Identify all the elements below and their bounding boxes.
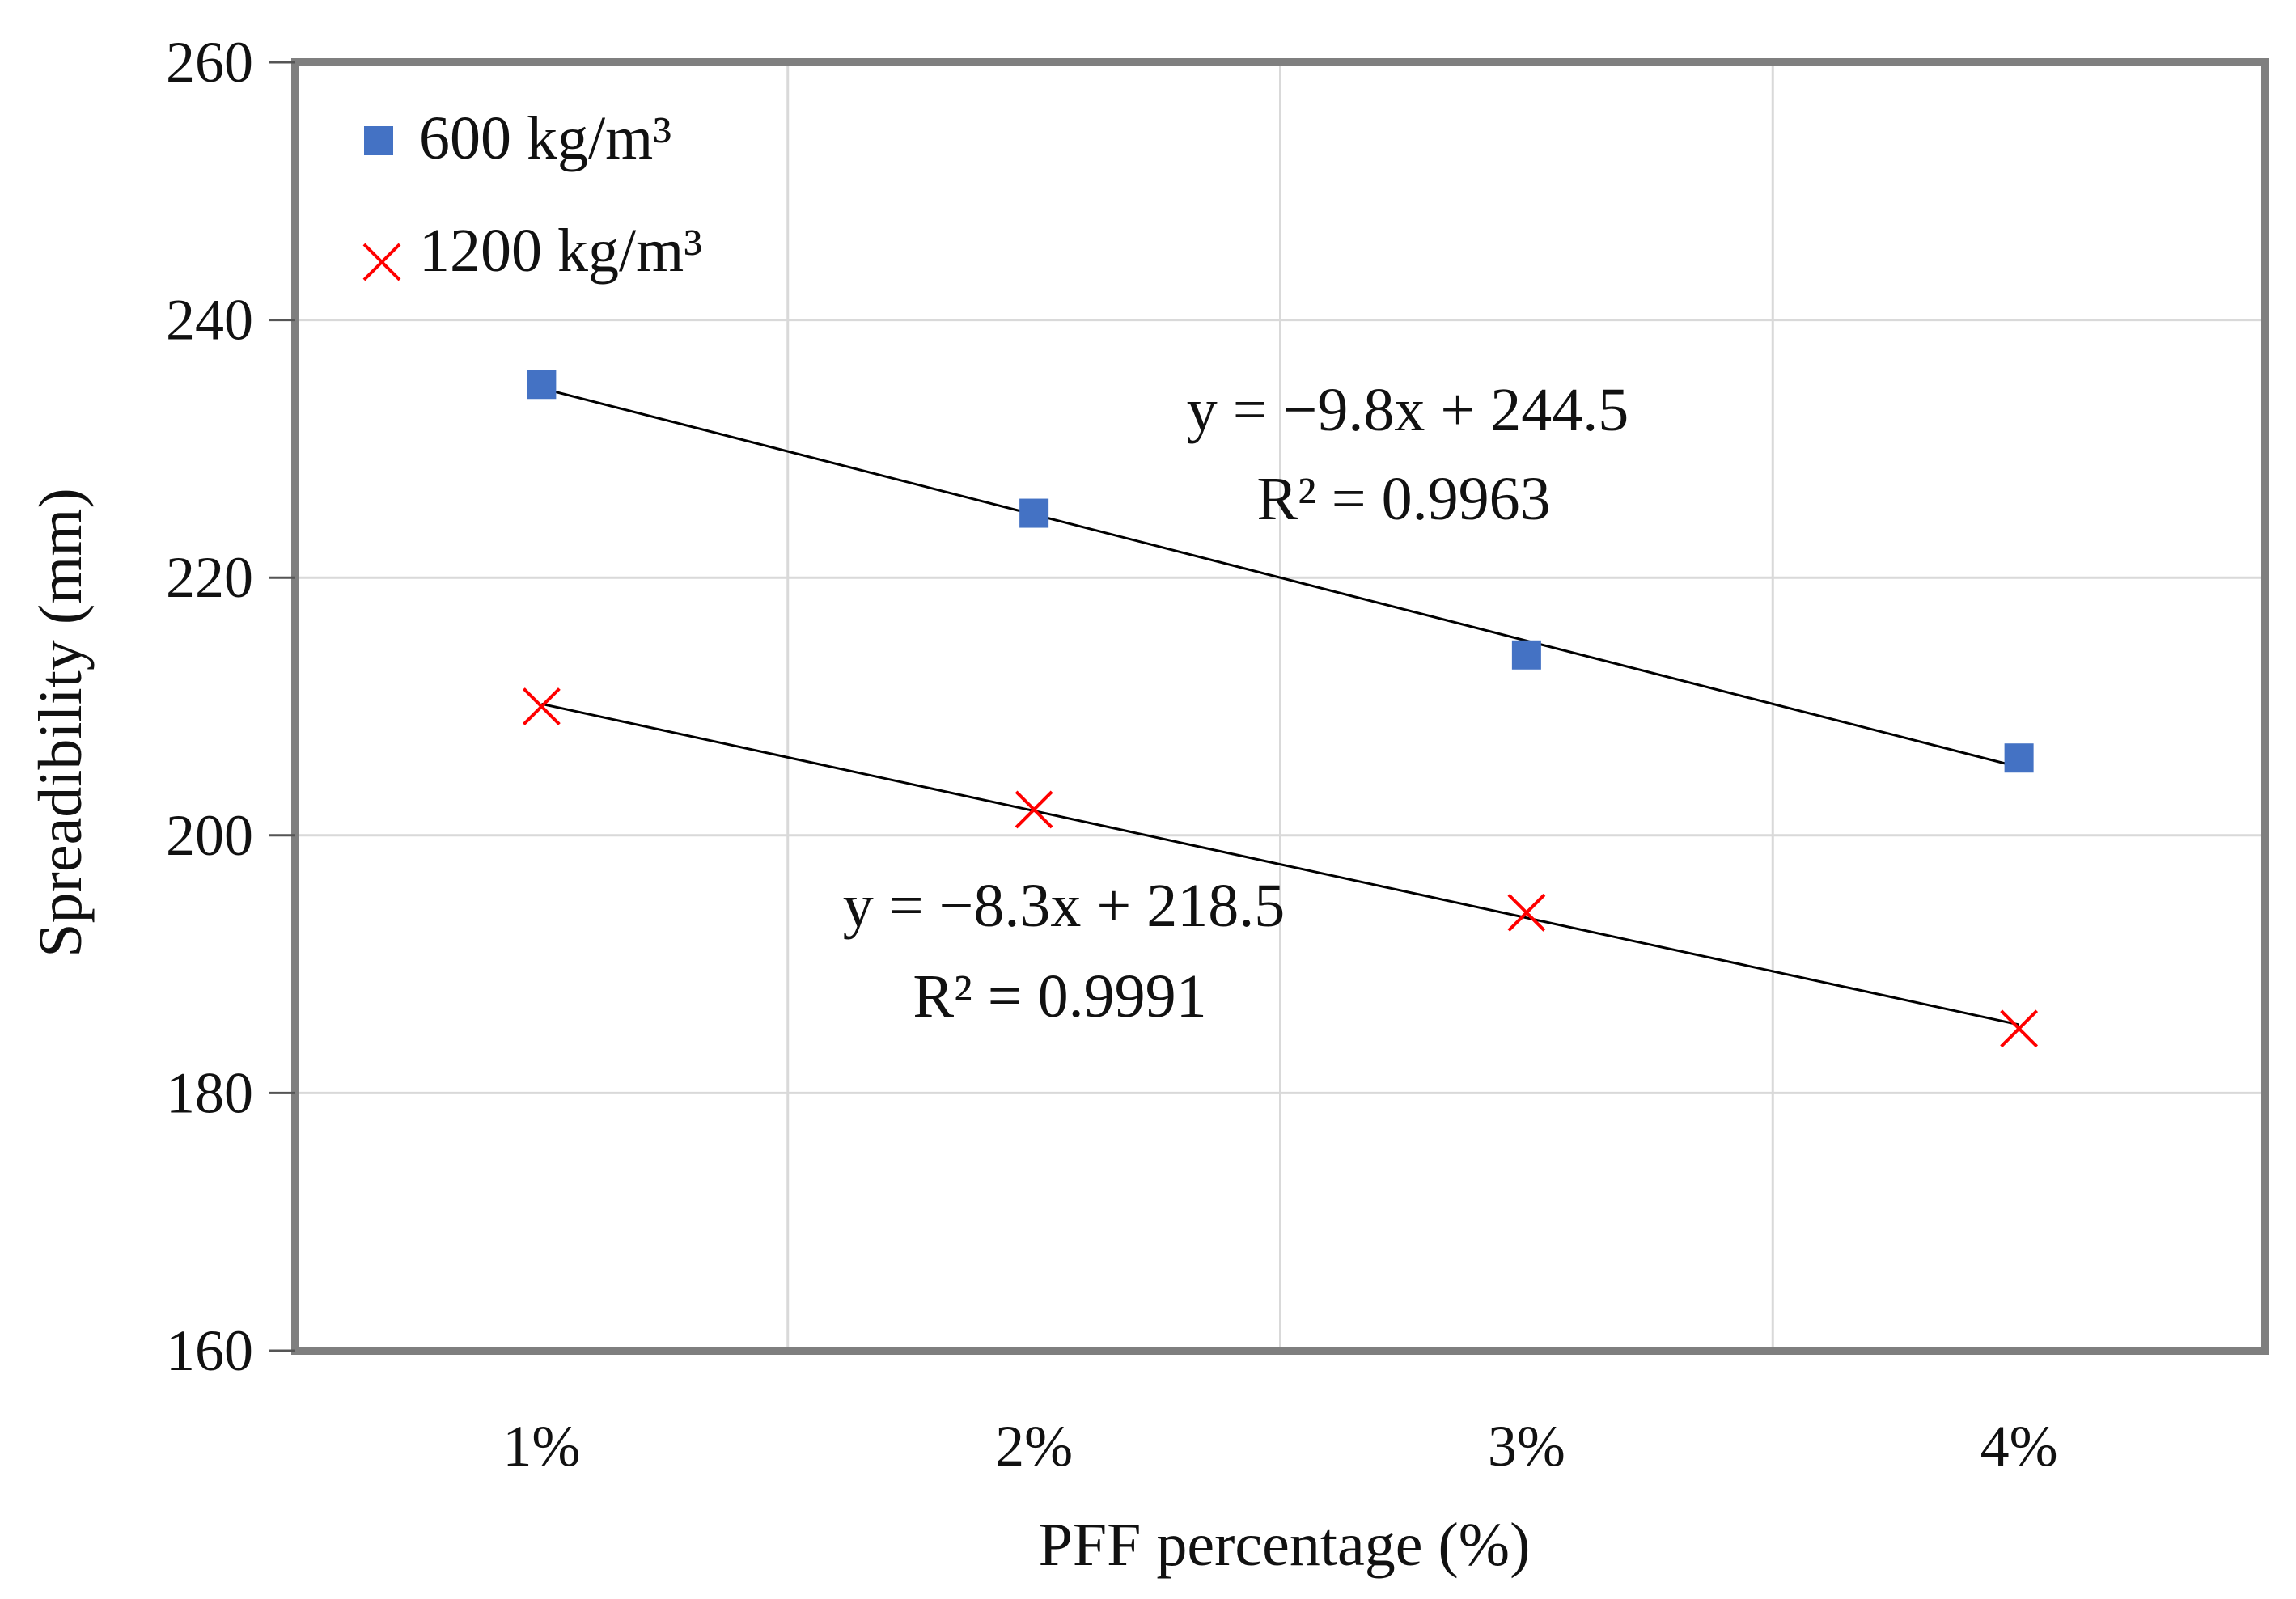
data-points	[522, 370, 2039, 1048]
trendline-r2-600: R² = 0.9963	[1256, 465, 1550, 533]
legend-x-icon	[362, 243, 401, 281]
legend-label-1200: 1200 kg/m³	[419, 217, 702, 285]
x-marker-stroke	[362, 243, 401, 281]
trendlines	[541, 387, 2019, 1026]
x-tick-label: 3%	[1488, 1414, 1565, 1478]
point-x	[2000, 1009, 2039, 1048]
y-tick-label: 160	[166, 1318, 253, 1383]
x-tick-label: 4%	[1980, 1414, 2058, 1478]
trendline-1	[541, 702, 2019, 1026]
legend-marker-1200	[362, 243, 401, 281]
point-x	[1015, 790, 1053, 829]
legend-square-icon	[364, 126, 393, 155]
point-x	[1507, 893, 1546, 932]
y-axis-ticks: 160 180 200 220 240 260	[166, 30, 295, 1383]
x-marker-stroke	[2000, 1009, 2039, 1048]
legend-marker-600	[364, 126, 393, 155]
trendline-r2-1200: R² = 0.9991	[913, 962, 1206, 1030]
legend-label-600: 600 kg/m³	[419, 104, 671, 172]
point-square	[2004, 743, 2034, 773]
x-tick-label: 1%	[502, 1414, 580, 1478]
trendline-0	[541, 387, 2019, 768]
x-axis-ticks: 1% 2% 3% 4%	[502, 1414, 2057, 1478]
y-tick-label: 180	[166, 1060, 253, 1125]
x-marker-stroke	[1507, 893, 1546, 932]
trendline-equations: y = −9.8x + 244.5 R² = 0.9963 y = −8.3x …	[843, 376, 1629, 1030]
point-square	[1019, 498, 1049, 528]
trendline-equation-1200: y = −8.3x + 218.5	[843, 872, 1286, 940]
y-axis-title: Spreadibility (mm)	[27, 488, 95, 957]
legend: 600 kg/m³ 1200 kg/m³	[362, 104, 702, 285]
y-tick-label: 200	[166, 803, 253, 868]
y-tick-label: 240	[166, 288, 253, 353]
y-tick-label: 220	[166, 545, 253, 610]
x-axis-title: PFF percentage (%)	[1039, 1511, 1531, 1579]
x-tick-label: 2%	[995, 1414, 1073, 1478]
x-marker-stroke	[522, 687, 561, 725]
point-square	[1511, 640, 1541, 670]
point-square	[527, 370, 557, 400]
x-marker-stroke	[1015, 790, 1053, 829]
trendline-equation-600: y = −9.8x + 244.5	[1187, 376, 1629, 444]
point-x	[522, 687, 561, 725]
plot-frame	[291, 58, 2269, 1355]
y-tick-label: 260	[166, 30, 253, 95]
